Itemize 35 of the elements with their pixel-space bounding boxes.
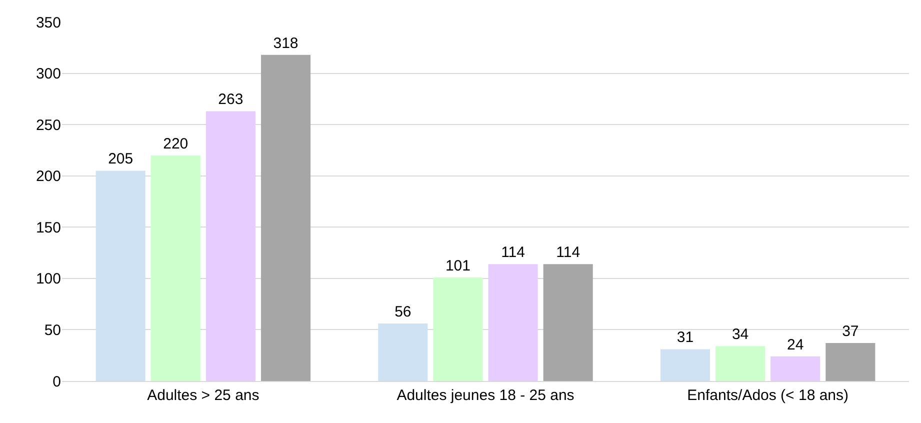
data-label: 220 xyxy=(163,135,188,152)
bar xyxy=(260,54,311,381)
data-label: 205 xyxy=(108,150,134,168)
x-tick-label: Enfants/Ados (< 18 ans) xyxy=(687,387,849,404)
bar xyxy=(716,346,766,381)
bar xyxy=(206,111,256,381)
bar xyxy=(826,343,876,381)
data-label: 114 xyxy=(556,244,580,262)
data-label: 37 xyxy=(842,323,859,340)
y-tick-label: 100 xyxy=(36,270,61,288)
y-tick-label: 350 xyxy=(36,14,61,32)
bar xyxy=(488,264,538,381)
y-tick-label: 50 xyxy=(44,322,61,339)
x-tick-label: Adultes > 25 ans xyxy=(147,387,260,404)
bar xyxy=(378,324,428,381)
y-tick-label: 150 xyxy=(36,219,61,236)
y-tick-label: 0 xyxy=(52,373,61,390)
y-tick-label: 200 xyxy=(36,168,61,186)
data-label: 101 xyxy=(445,257,470,274)
data-label: 114 xyxy=(501,244,525,262)
data-label: 31 xyxy=(676,329,694,346)
bar xyxy=(96,170,146,381)
bar xyxy=(433,277,483,381)
bar xyxy=(150,155,200,381)
x-tick-label: Adultes jeunes 18 - 25 ans xyxy=(396,387,574,404)
y-tick-label: 250 xyxy=(36,116,61,134)
data-label: 318 xyxy=(273,34,298,52)
data-label: 263 xyxy=(218,91,244,108)
bar xyxy=(770,356,820,381)
y-tick-label: 300 xyxy=(36,66,61,83)
bar xyxy=(543,264,593,381)
data-label: 56 xyxy=(394,304,412,321)
data-label: 24 xyxy=(787,336,804,354)
bar xyxy=(660,349,710,381)
data-label: 34 xyxy=(732,326,749,344)
